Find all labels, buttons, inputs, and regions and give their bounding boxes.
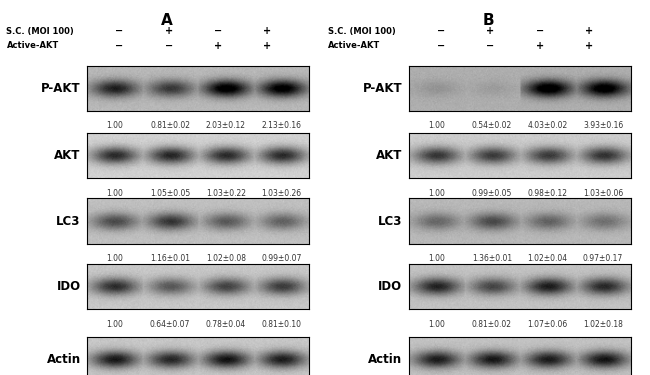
Text: 1.03±0.22: 1.03±0.22 [205,189,246,198]
Text: Actin: Actin [368,353,402,366]
Text: 1.36±0.01: 1.36±0.01 [472,254,512,263]
Text: −: − [486,41,495,51]
Text: AKT: AKT [376,149,402,162]
Text: 1.00: 1.00 [428,122,445,130]
Text: +: + [263,41,272,51]
Text: 1.16±0.01: 1.16±0.01 [150,254,190,263]
Text: B: B [483,13,495,28]
Text: 0.64±0.07: 0.64±0.07 [150,320,190,328]
Text: 0.81±0.10: 0.81±0.10 [261,320,302,328]
Text: IDO: IDO [378,280,402,293]
Text: −: − [115,26,124,36]
Text: 1.02±0.04: 1.02±0.04 [527,254,567,263]
Text: 0.97±0.17: 0.97±0.17 [583,254,623,263]
Text: 1.00: 1.00 [106,122,123,130]
Text: P-AKT: P-AKT [363,82,402,95]
Text: 0.99±0.07: 0.99±0.07 [261,254,302,263]
Text: 1.00: 1.00 [106,189,123,198]
Text: −: − [437,26,445,36]
Text: Active-AKT: Active-AKT [328,41,380,50]
Text: 3.93±0.16: 3.93±0.16 [583,122,623,130]
Text: −: − [437,41,445,51]
Text: +: + [585,41,593,51]
Text: 1.03±0.06: 1.03±0.06 [583,189,623,198]
Text: LC3: LC3 [378,215,402,228]
Text: LC3: LC3 [57,215,81,228]
Text: 1.02±0.18: 1.02±0.18 [583,320,623,328]
Text: −: − [164,41,173,51]
Text: +: + [164,26,173,36]
Text: Active-AKT: Active-AKT [6,41,58,50]
Text: A: A [161,13,173,28]
Text: AKT: AKT [54,149,81,162]
Text: +: + [585,26,593,36]
Text: +: + [263,26,272,36]
Text: P-AKT: P-AKT [41,82,81,95]
Text: 1.00: 1.00 [428,189,445,198]
Text: 1.00: 1.00 [106,254,123,263]
Text: 0.81±0.02: 0.81±0.02 [472,320,512,328]
Text: −: − [115,41,124,51]
Text: 1.05±0.05: 1.05±0.05 [150,189,190,198]
Text: +: + [536,41,544,51]
Text: 2.13±0.16: 2.13±0.16 [261,122,302,130]
Text: S.C. (MOI 100): S.C. (MOI 100) [328,27,396,36]
Text: 2.03±0.12: 2.03±0.12 [205,122,246,130]
Text: S.C. (MOI 100): S.C. (MOI 100) [6,27,74,36]
Text: 0.98±0.12: 0.98±0.12 [527,189,567,198]
Text: 4.03±0.02: 4.03±0.02 [527,122,567,130]
Text: 1.03±0.26: 1.03±0.26 [261,189,302,198]
Text: 1.02±0.08: 1.02±0.08 [205,254,246,263]
Text: 1.00: 1.00 [106,320,123,328]
Text: 0.78±0.04: 0.78±0.04 [205,320,246,328]
Text: +: + [486,26,495,36]
Text: IDO: IDO [57,280,81,293]
Text: Actin: Actin [47,353,81,366]
Text: +: + [214,41,222,51]
Text: 1.00: 1.00 [428,254,445,263]
Text: 0.99±0.05: 0.99±0.05 [472,189,512,198]
Text: −: − [536,26,544,36]
Text: 0.54±0.02: 0.54±0.02 [472,122,512,130]
Text: 1.07±0.06: 1.07±0.06 [527,320,567,328]
Text: −: − [214,26,222,36]
Text: 0.81±0.02: 0.81±0.02 [150,122,190,130]
Text: 1.00: 1.00 [428,320,445,328]
